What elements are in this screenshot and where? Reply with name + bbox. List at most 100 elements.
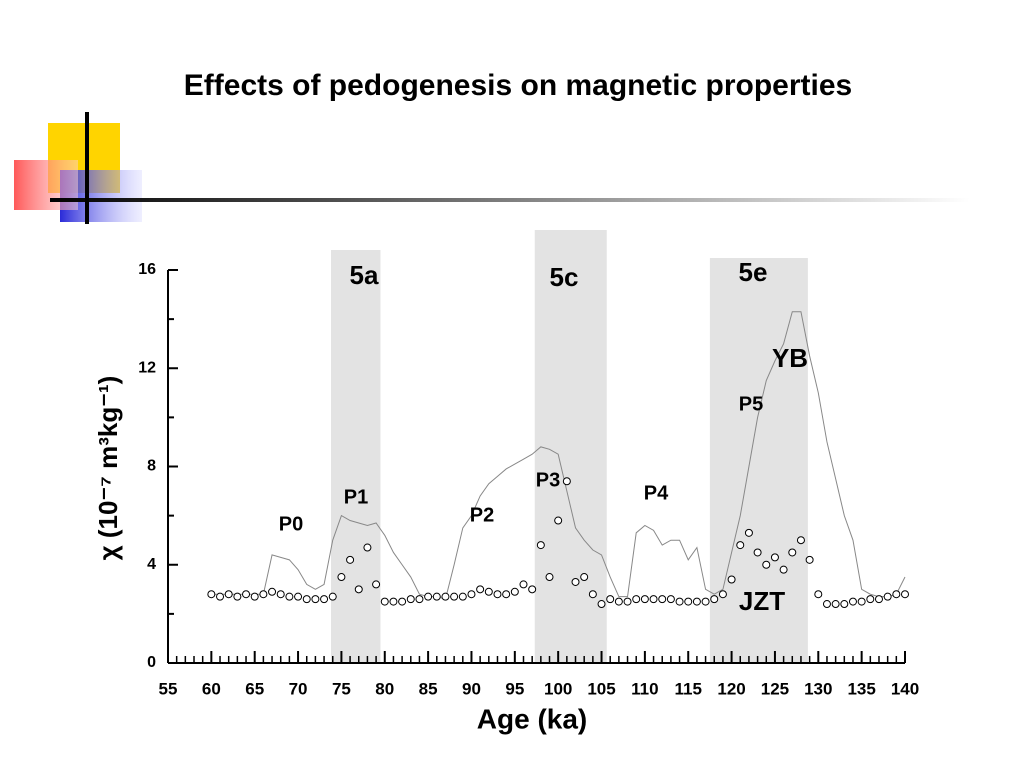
title: Effects of pedogenesis on magnetic prope…	[184, 69, 852, 102]
data-point	[554, 516, 563, 525]
data-point	[606, 595, 615, 604]
data-point	[580, 573, 589, 582]
x-tick-label: 100	[544, 679, 572, 698]
data-point	[467, 590, 476, 599]
data-point	[406, 595, 415, 604]
annotation: P3	[536, 469, 560, 491]
x-tick-label: 120	[717, 679, 745, 698]
data-point	[450, 592, 459, 601]
data-point	[744, 528, 753, 537]
data-point	[727, 575, 736, 584]
data-point	[398, 597, 407, 606]
data-point	[389, 597, 398, 606]
data-point	[476, 585, 485, 594]
x-axis-label: Age (ka)	[477, 703, 587, 734]
data-point	[614, 597, 623, 606]
x-tick-label: 125	[761, 679, 789, 698]
x-tick-label: 80	[375, 679, 394, 698]
x-tick-label: 65	[245, 679, 264, 698]
y-tick-label: 8	[147, 458, 156, 475]
data-point	[883, 592, 892, 601]
data-point	[805, 555, 814, 564]
data-point	[328, 592, 337, 601]
data-point	[372, 580, 381, 589]
data-point	[320, 595, 329, 604]
data-point	[666, 595, 675, 604]
data-point	[571, 577, 580, 586]
data-point	[597, 600, 606, 609]
band-label: 5e	[739, 257, 768, 287]
data-point	[424, 592, 433, 601]
x-tick-label: 70	[289, 679, 308, 698]
data-line	[211, 311, 906, 600]
plot: 5a 5c 5e 0 4 8 12 16 55 60 65 70 75 80 85 90 95 100 105 110…	[93, 230, 919, 734]
data-point	[302, 595, 311, 604]
data-point	[276, 590, 285, 599]
data-point	[901, 590, 909, 599]
data-point	[701, 597, 710, 606]
band	[534, 230, 607, 663]
data-point	[493, 590, 502, 599]
data-point	[822, 600, 831, 609]
data-point	[632, 595, 641, 604]
data-point	[692, 597, 701, 606]
data-point	[840, 600, 849, 609]
y-tick-label: 4	[147, 556, 156, 573]
data-point	[432, 592, 441, 601]
data-point	[519, 580, 528, 589]
decoration	[14, 112, 970, 224]
data-point	[866, 595, 875, 604]
annotation: YB	[772, 343, 808, 373]
y-tick-label: 16	[138, 261, 156, 278]
data-point	[311, 595, 320, 604]
annotation: P5	[739, 393, 763, 415]
data-point	[848, 597, 857, 606]
data-point	[545, 573, 554, 582]
data-point	[528, 585, 537, 594]
data-point	[788, 548, 797, 557]
data-point	[562, 477, 571, 486]
data-point	[684, 597, 693, 606]
data-point	[770, 553, 779, 562]
data-point	[857, 597, 866, 606]
data-point	[710, 595, 719, 604]
data-point	[363, 543, 372, 552]
data-point	[814, 590, 823, 599]
x-tick-label: 60	[202, 679, 221, 698]
y-axis-label: χ (10⁻⁷ m³kg⁻¹)	[93, 376, 123, 561]
data-point	[380, 597, 389, 606]
data-point	[242, 590, 251, 599]
x-tick-label: 135	[847, 679, 875, 698]
data-point	[250, 592, 259, 601]
x-tick-label: 85	[419, 679, 438, 698]
x-tick-label: 105	[587, 679, 615, 698]
data-point	[510, 587, 519, 596]
data-point	[623, 597, 632, 606]
annotation: JZT	[739, 586, 785, 616]
band	[331, 250, 381, 663]
x-tick-label: 90	[462, 679, 481, 698]
data-point	[224, 590, 233, 599]
annotation: P1	[344, 486, 368, 508]
data-point	[458, 592, 467, 601]
band-label: 5a	[350, 260, 379, 290]
data-point	[588, 590, 597, 599]
data-point	[354, 585, 363, 594]
data-point	[259, 590, 268, 599]
data-point	[874, 595, 883, 604]
x-tick-label: 75	[332, 679, 351, 698]
data-point	[796, 536, 805, 545]
data-point	[484, 587, 493, 596]
data-point	[268, 587, 277, 596]
data-point	[831, 600, 840, 609]
data-point	[536, 541, 545, 550]
data-point	[640, 595, 649, 604]
data-point	[441, 592, 450, 601]
y-tick-label: 12	[138, 359, 156, 376]
x-tick-label: 95	[505, 679, 524, 698]
data-point	[779, 565, 788, 574]
data-point	[207, 590, 216, 599]
data-point	[762, 560, 771, 569]
band-label: 5c	[550, 262, 579, 292]
